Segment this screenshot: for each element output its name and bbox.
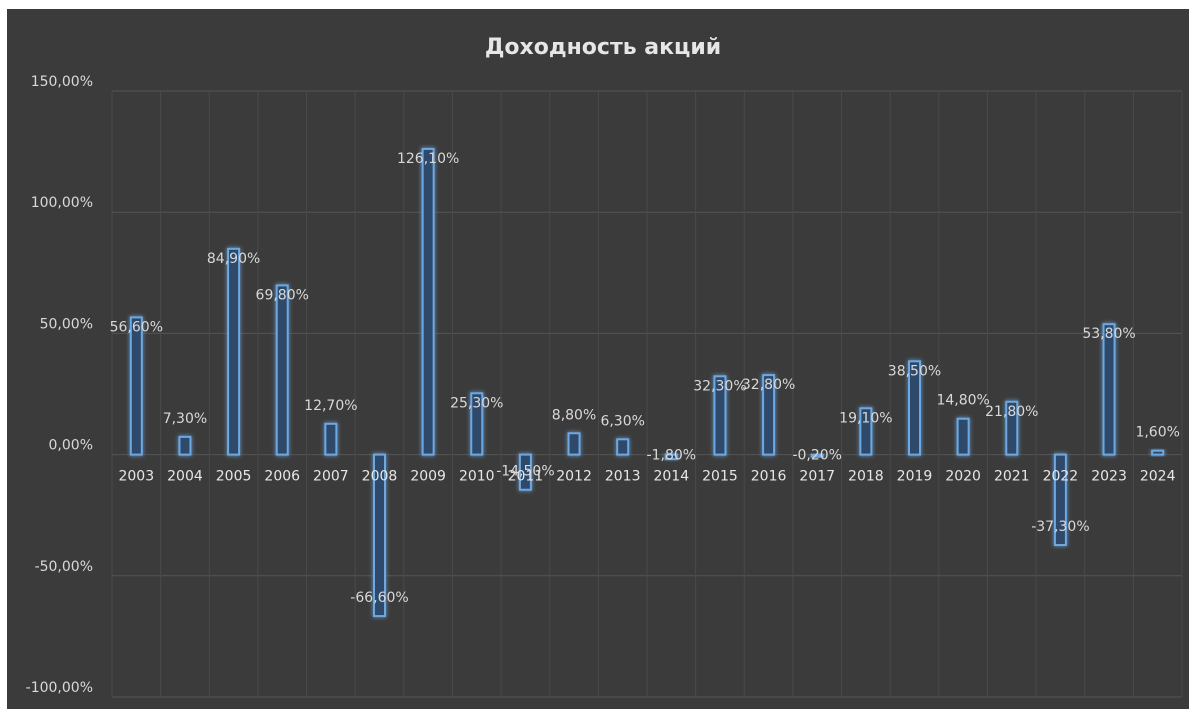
y-tick-label: 100,00% [31, 195, 93, 211]
x-tick-label: 2017 [799, 469, 835, 485]
x-tick-label: 2008 [362, 469, 398, 485]
data-label-2017: -0,20% [792, 448, 842, 464]
data-label-2020: 14,80% [936, 393, 989, 409]
x-tick-label: 2018 [848, 469, 884, 485]
data-label-2014: -1,80% [647, 448, 697, 464]
y-tick-label: -50,00% [35, 559, 93, 575]
data-label-2015: 32,30% [693, 378, 746, 394]
bar-chart: 150,00% 100,00% 50,00% 0,00% -50,00% -100,00%… [26, 35, 1183, 698]
x-axis-ticks: 2003 2004 2005 2006 2007 2008 2009 2010 2011 2012… [118, 469, 1175, 485]
data-label-2016: 32,80% [742, 377, 795, 393]
bar-2004 [178, 435, 192, 456]
x-tick-label: 2007 [313, 469, 349, 485]
data-label-2009: 126,10% [397, 151, 459, 167]
x-tick-label: 2020 [945, 469, 981, 485]
x-tick-label: 2022 [1043, 469, 1079, 485]
data-label-2005: 84,90% [207, 251, 260, 267]
bar-2021 [1005, 400, 1019, 456]
bar-2007 [324, 422, 338, 456]
data-label-2019: 38,50% [888, 363, 941, 379]
x-tick-label: 2016 [751, 469, 787, 485]
bar-2012 [567, 432, 581, 456]
bar-2003 [129, 316, 143, 456]
chart-area: 150,00% 100,00% 50,00% 0,00% -50,00% -100,00%… [7, 9, 1189, 709]
bar-2008 [373, 453, 386, 618]
data-label-2008: -66,60% [350, 590, 408, 606]
bar-2018 [859, 407, 873, 456]
data-labels: 56,60% 7,30% 84,90% 69,80% 12,70% -66,60% 126,… [110, 151, 1180, 606]
gridlines [111, 90, 1183, 698]
x-tick-label: 2004 [167, 469, 203, 485]
data-label-2018: 19,10% [839, 410, 892, 426]
bar-2024 [1151, 449, 1165, 456]
bar-2009 [421, 147, 435, 456]
bar-2019 [908, 360, 921, 456]
bar-2015 [713, 375, 727, 456]
y-axis-ticks: 150,00% 100,00% 50,00% 0,00% -50,00% -100,00% [26, 74, 93, 696]
x-tick-label: 2010 [459, 469, 495, 485]
data-label-2004: 7,30% [163, 411, 207, 427]
y-tick-label: 150,00% [31, 74, 93, 90]
data-label-2021: 21,80% [985, 404, 1038, 420]
x-tick-label: 2009 [410, 469, 446, 485]
data-label-2003: 56,60% [110, 319, 163, 335]
bar-2022 [1053, 453, 1067, 547]
bar-2016 [762, 374, 776, 456]
x-tick-label: 2011 [508, 469, 544, 485]
bar-2020 [956, 417, 970, 456]
x-tick-label: 2012 [556, 469, 592, 485]
bars [129, 147, 1165, 618]
data-label-2011: -14,50% [496, 464, 554, 480]
data-label-2012: 8,80% [552, 407, 596, 423]
bar-2010 [470, 392, 484, 456]
bar-2017 [810, 453, 824, 458]
x-tick-label: 2015 [702, 469, 738, 485]
data-label-2006: 69,80% [256, 287, 309, 303]
x-tick-label: 2006 [264, 469, 300, 485]
data-label-2024: 1,60% [1135, 425, 1179, 441]
x-tick-label: 2014 [653, 469, 689, 485]
x-tick-label: 2005 [216, 469, 252, 485]
bar-2023 [1102, 323, 1116, 456]
bar-2005 [227, 247, 241, 456]
data-label-2013: 6,30% [600, 413, 644, 429]
x-tick-label: 2021 [994, 469, 1030, 485]
x-tick-label: 2003 [118, 469, 154, 485]
x-tick-label: 2019 [897, 469, 933, 485]
data-label-2007: 12,70% [304, 398, 357, 414]
chart-title: Доходность акций [485, 35, 721, 60]
x-tick-label: 2023 [1091, 469, 1127, 485]
data-label-2010: 25,30% [450, 395, 503, 411]
bar-2006 [275, 284, 289, 456]
data-label-2022: -37,30% [1031, 519, 1089, 535]
bar-2014 [664, 453, 678, 460]
x-tick-label: 2024 [1140, 469, 1176, 485]
y-tick-label: 50,00% [40, 316, 93, 332]
y-tick-label: 0,00% [49, 438, 93, 454]
data-label-2023: 53,80% [1082, 326, 1135, 342]
bar-2013 [616, 438, 630, 456]
y-tick-label: -100,00% [26, 680, 93, 696]
bar-2011 [518, 453, 532, 491]
x-tick-label: 2013 [605, 469, 641, 485]
